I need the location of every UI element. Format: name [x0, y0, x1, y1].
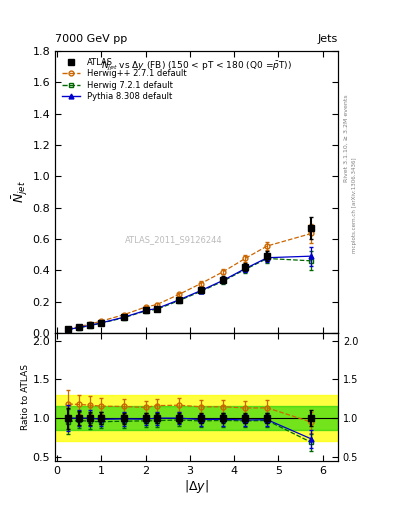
Text: Jets: Jets: [318, 33, 338, 44]
Bar: [55, 407, 338, 430]
Text: ATLAS_2011_S9126244: ATLAS_2011_S9126244: [125, 236, 223, 244]
Y-axis label: Ratio to ATLAS: Ratio to ATLAS: [20, 364, 29, 430]
X-axis label: $|\Delta y|$: $|\Delta y|$: [184, 478, 209, 496]
Text: Rivet 3.1.10, ≥ 3.2M events: Rivet 3.1.10, ≥ 3.2M events: [344, 94, 349, 182]
Text: mcplots.cern.ch [arXiv:1306.3436]: mcplots.cern.ch [arXiv:1306.3436]: [352, 157, 357, 252]
Bar: [55, 395, 338, 441]
Y-axis label: $\bar{N}_{jet}$: $\bar{N}_{jet}$: [10, 181, 29, 203]
Text: 7000 GeV pp: 7000 GeV pp: [55, 33, 127, 44]
Text: $N_{jet}$ vs $\Delta y$ (FB) (150 < pT < 180 (Q0 =$\bar{p}$T)): $N_{jet}$ vs $\Delta y$ (FB) (150 < pT <…: [101, 60, 292, 73]
Legend: ATLAS, Herwig++ 2.7.1 default, Herwig 7.2.1 default, Pythia 8.308 default: ATLAS, Herwig++ 2.7.1 default, Herwig 7.…: [59, 55, 189, 104]
